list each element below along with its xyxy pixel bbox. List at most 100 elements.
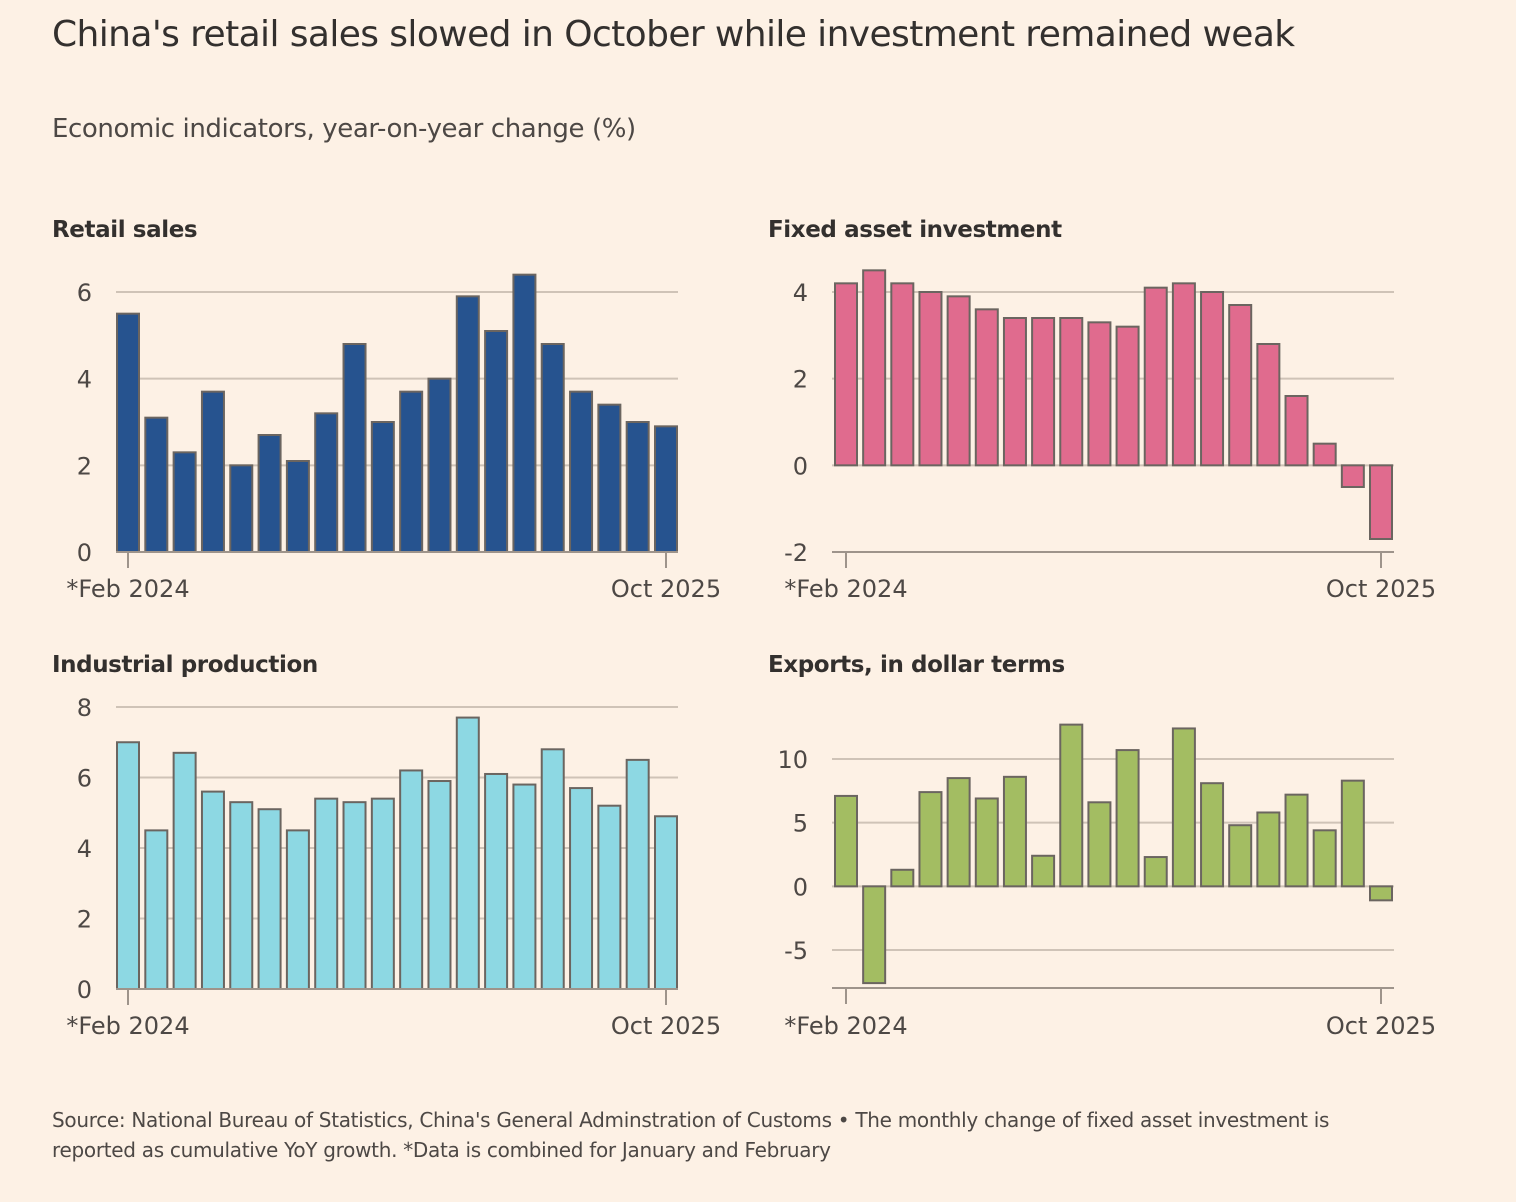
bar <box>834 794 858 888</box>
y-tick-label: 2 <box>77 452 92 480</box>
bar <box>512 273 537 553</box>
bar <box>1284 793 1309 888</box>
bar <box>370 421 395 553</box>
y-tick-label: 0 <box>77 539 92 567</box>
x-tick-label: Oct 2025 <box>1326 575 1436 603</box>
bar <box>1312 442 1337 467</box>
y-tick-label: 2 <box>793 366 808 394</box>
bar <box>569 787 594 991</box>
bar <box>1340 779 1365 888</box>
x-tick-label: *Feb 2024 <box>784 575 907 603</box>
bar <box>890 282 915 467</box>
bar <box>427 780 452 991</box>
bar <box>1087 801 1112 888</box>
y-tick-label: 6 <box>77 765 92 793</box>
bar <box>946 295 971 467</box>
bar <box>1002 317 1027 467</box>
bar <box>455 716 480 990</box>
bar <box>1256 343 1281 467</box>
retail-sales-chart: 0 2 4 6 *Feb 2024 Oct 2025 <box>66 273 721 603</box>
bar <box>540 748 565 990</box>
industrial-production-chart: 0 2 4 6 8 *Feb 2024 Oct 2025 <box>66 694 721 1040</box>
bar <box>569 390 594 553</box>
bar <box>1171 282 1196 467</box>
bar <box>597 804 622 991</box>
bar <box>257 434 282 553</box>
bar <box>1087 321 1112 467</box>
bar <box>1143 856 1168 888</box>
y-tick-label: 0 <box>793 452 808 480</box>
bar <box>1115 749 1140 888</box>
bar <box>399 390 424 553</box>
bar <box>1369 464 1393 541</box>
panel-title-fai: Fixed asset investment <box>768 217 1062 243</box>
bar <box>1256 811 1281 888</box>
bar <box>1200 782 1225 888</box>
bar <box>862 885 887 985</box>
y-tick-label: -5 <box>784 937 808 965</box>
panel-title-ip: Industrial production <box>52 652 318 678</box>
bar <box>1284 395 1309 467</box>
bar <box>625 758 650 990</box>
bar <box>862 269 887 467</box>
bar <box>427 377 452 553</box>
bar <box>540 343 565 553</box>
bar <box>974 308 999 467</box>
bar <box>918 791 943 888</box>
y-tick-label: 4 <box>793 279 808 307</box>
bar <box>625 421 650 553</box>
y-tick-label: -2 <box>784 539 808 567</box>
bar <box>229 801 254 990</box>
bar <box>1369 885 1393 902</box>
bar <box>1031 854 1056 888</box>
bar <box>370 797 395 991</box>
y-tick-label: 2 <box>77 906 92 934</box>
bar <box>1228 824 1253 888</box>
exports-chart: -5 0 5 10 *Feb 2024 Oct 2025 <box>777 723 1436 1040</box>
y-tick-label: 4 <box>77 366 92 394</box>
bar <box>1059 317 1084 467</box>
x-tick-label: Oct 2025 <box>1326 1012 1436 1040</box>
bar <box>116 741 140 990</box>
bar <box>455 295 480 554</box>
bar <box>1031 317 1056 467</box>
bar <box>1115 325 1140 467</box>
x-tick-label: Oct 2025 <box>611 1012 721 1040</box>
bar <box>314 412 339 554</box>
bar <box>512 783 537 990</box>
bar <box>144 829 169 990</box>
x-tick-label: *Feb 2024 <box>66 1012 189 1040</box>
bar <box>1002 775 1027 888</box>
bar <box>597 403 622 553</box>
bar <box>116 312 140 553</box>
bar <box>834 282 858 467</box>
panel-title-exports: Exports, in dollar terms <box>768 652 1065 678</box>
bar <box>946 777 971 888</box>
y-tick-label: 8 <box>77 694 92 722</box>
footer-note: Source: National Bureau of Statistics, C… <box>52 1105 1472 1165</box>
chart-title: China's retail sales slowed in October w… <box>52 14 1295 55</box>
bar <box>342 343 367 553</box>
bar <box>484 330 509 553</box>
bar <box>399 769 424 991</box>
y-tick-label: 5 <box>793 810 808 838</box>
bar <box>654 815 678 991</box>
bar <box>890 868 915 888</box>
y-tick-label: 0 <box>77 976 92 1004</box>
bar <box>200 790 225 990</box>
bar <box>229 464 254 554</box>
chart-subtitle: Economic indicators, year-on-year change… <box>52 114 636 144</box>
x-tick-label: Oct 2025 <box>611 575 721 603</box>
bar <box>172 751 197 991</box>
bar <box>1143 286 1168 467</box>
fixed-asset-investment-chart: -2 0 2 4 *Feb 2024 Oct 2025 <box>784 269 1436 603</box>
bar <box>285 829 310 990</box>
y-tick-label: 10 <box>777 746 808 774</box>
x-tick-label: *Feb 2024 <box>784 1012 907 1040</box>
bar <box>314 797 339 991</box>
x-tick-label: *Feb 2024 <box>66 575 189 603</box>
bar <box>918 291 943 467</box>
panel-title-retail: Retail sales <box>52 217 198 243</box>
bar <box>1200 291 1225 467</box>
footer-line-1: Source: National Bureau of Statistics, C… <box>52 1108 1330 1132</box>
